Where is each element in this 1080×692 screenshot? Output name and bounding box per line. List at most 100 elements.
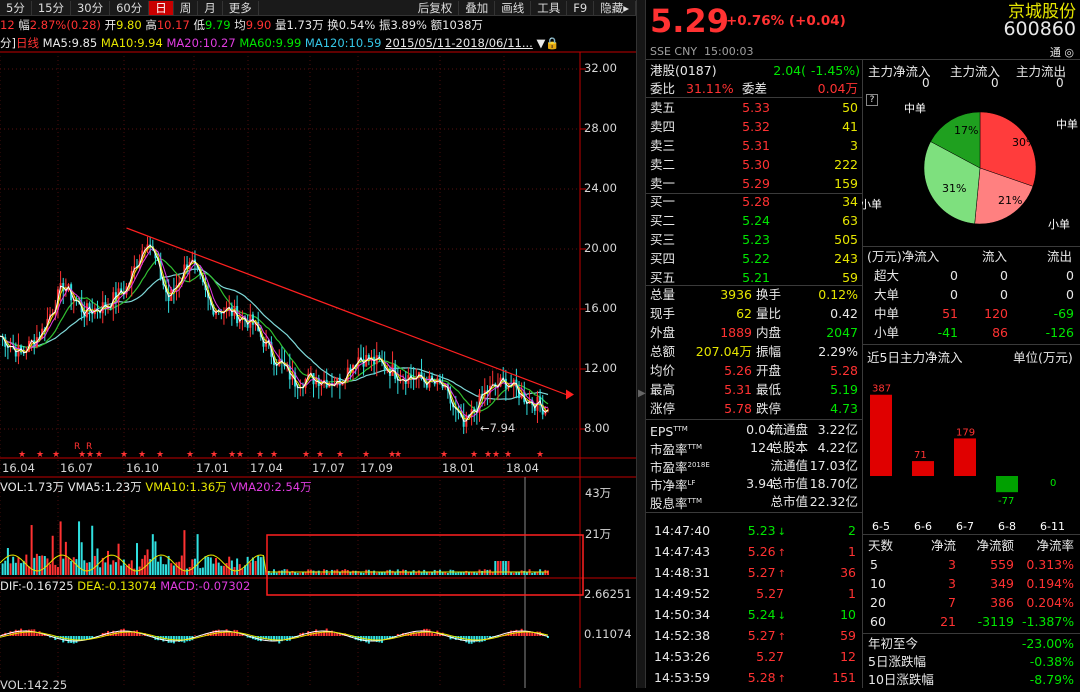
event-r-marker: R	[74, 442, 80, 452]
volume-bar	[210, 557, 212, 575]
volume-bar	[476, 573, 478, 575]
event-star-icon: ★	[302, 450, 310, 460]
macd-bar	[473, 636, 475, 642]
volume-bar	[191, 559, 193, 575]
stat-label: 总额	[650, 342, 675, 361]
volume-bar	[205, 556, 207, 575]
fin-label-sup: LF	[688, 479, 696, 487]
ma10-line	[0, 247, 548, 420]
ask-label: 卖五	[650, 98, 675, 117]
macd-bar	[428, 629, 430, 636]
days-rate: 0.313%	[1022, 555, 1074, 574]
volume-bar	[86, 563, 88, 575]
days-count: 3	[916, 574, 956, 593]
macd-bar	[342, 635, 344, 636]
stat-label: 现手	[650, 304, 675, 323]
date-axis-tick: 18.01	[442, 461, 475, 475]
stat-value-2: 4.73	[786, 399, 858, 418]
fin-value-2: 17.03亿	[806, 456, 858, 475]
ask-label: 卖一	[650, 174, 675, 193]
volume-bar	[542, 573, 544, 575]
fin-label: 市净率LF	[650, 474, 695, 493]
tick-volume: 2	[796, 521, 856, 540]
volume-bar	[531, 573, 533, 575]
volume-bar	[207, 557, 209, 575]
date-axis-tick: 17.01	[196, 461, 229, 475]
volume-bar	[173, 566, 175, 575]
tick-price-cell: 5.27↑	[736, 626, 786, 645]
flow-in: 0	[964, 266, 1008, 285]
fin-label-sup: 2018E	[688, 461, 710, 469]
vma10-label: VMA10:1.36万	[145, 480, 226, 494]
dif-label: DIF:-0.16725	[0, 579, 74, 593]
event-star-icon: ★	[484, 450, 492, 460]
stat-label: 涨停	[650, 399, 675, 418]
collapse-arrow-icon[interactable]: ▶	[638, 388, 646, 399]
macd-bar	[141, 635, 143, 636]
flow-net: 0	[908, 266, 958, 285]
fin-label: EPSTTM	[650, 420, 688, 439]
tick-price-cell: 5.28↑	[736, 668, 786, 687]
event-star-icon: ★	[504, 450, 512, 460]
event-star-icon: ★	[36, 450, 44, 460]
event-star-icon: ★	[186, 450, 194, 460]
stat-value: 3936	[686, 285, 752, 304]
date-axis-tick: 17.04	[250, 461, 283, 475]
flow-net: -41	[908, 323, 958, 342]
five-day-bar	[912, 461, 934, 476]
bid-price: 5.24	[706, 211, 770, 230]
macd-bar	[284, 636, 286, 639]
volume-bar	[252, 558, 254, 575]
tick-time: 14:53:59	[654, 668, 710, 687]
macd-bar	[431, 633, 433, 636]
fin-label-2: 流通值	[756, 456, 808, 475]
ask-volume: 50	[786, 98, 858, 117]
days-amount: 559	[966, 555, 1014, 574]
volume-bar	[2, 563, 4, 575]
volume-bar	[507, 561, 509, 575]
volume-bar	[133, 569, 135, 575]
volume-bar	[120, 566, 122, 575]
volume-bar	[36, 554, 38, 575]
tick-time: 14:49:52	[654, 584, 710, 603]
five-day-bar	[870, 395, 892, 476]
volume-bar	[394, 573, 396, 575]
up-arrow-icon: ↑	[778, 632, 786, 643]
five-day-bar	[996, 476, 1018, 492]
volume-bar	[60, 521, 62, 575]
stat-label-2: 内盘	[756, 323, 781, 342]
flow-net: 0	[908, 285, 958, 304]
stat-value: 5.78	[686, 399, 752, 418]
volume-bar	[413, 570, 415, 575]
flow-row-label: 大单	[874, 285, 899, 304]
volume-bar	[334, 570, 336, 575]
event-star-icon: ★	[394, 450, 402, 460]
event-star-icon: ★	[52, 450, 60, 460]
trendline	[126, 228, 566, 395]
volume-bar	[197, 534, 199, 575]
stat-label-2: 量比	[756, 304, 781, 323]
volume-bar	[118, 544, 120, 575]
macd-bar	[486, 636, 488, 638]
macd-bar	[131, 632, 133, 636]
macd-bar	[384, 636, 386, 639]
date-axis-tick: 16.04	[2, 461, 35, 475]
flow-out-value: 0	[1056, 76, 1064, 90]
tong-marker[interactable]: 通 ◎	[1050, 44, 1074, 60]
flow-row-label: 中单	[874, 304, 899, 323]
five-day-date: 6-7	[956, 520, 974, 533]
stat-label: 均价	[650, 361, 675, 380]
macd-bar	[239, 634, 241, 636]
dots-icon: ◎	[1064, 46, 1074, 59]
hk-pct: -1.45%)	[806, 61, 860, 80]
macd-bar	[194, 635, 196, 636]
fin-value-2: 4.22亿	[806, 438, 858, 457]
days-label: 20	[870, 593, 886, 612]
panel-divider[interactable]: ▶	[636, 0, 646, 688]
days-label: 5	[870, 555, 878, 574]
volume-bar	[131, 560, 133, 575]
volume-bar	[136, 543, 138, 575]
volume-bar	[360, 573, 362, 575]
tick-price: 5.27	[756, 649, 784, 664]
